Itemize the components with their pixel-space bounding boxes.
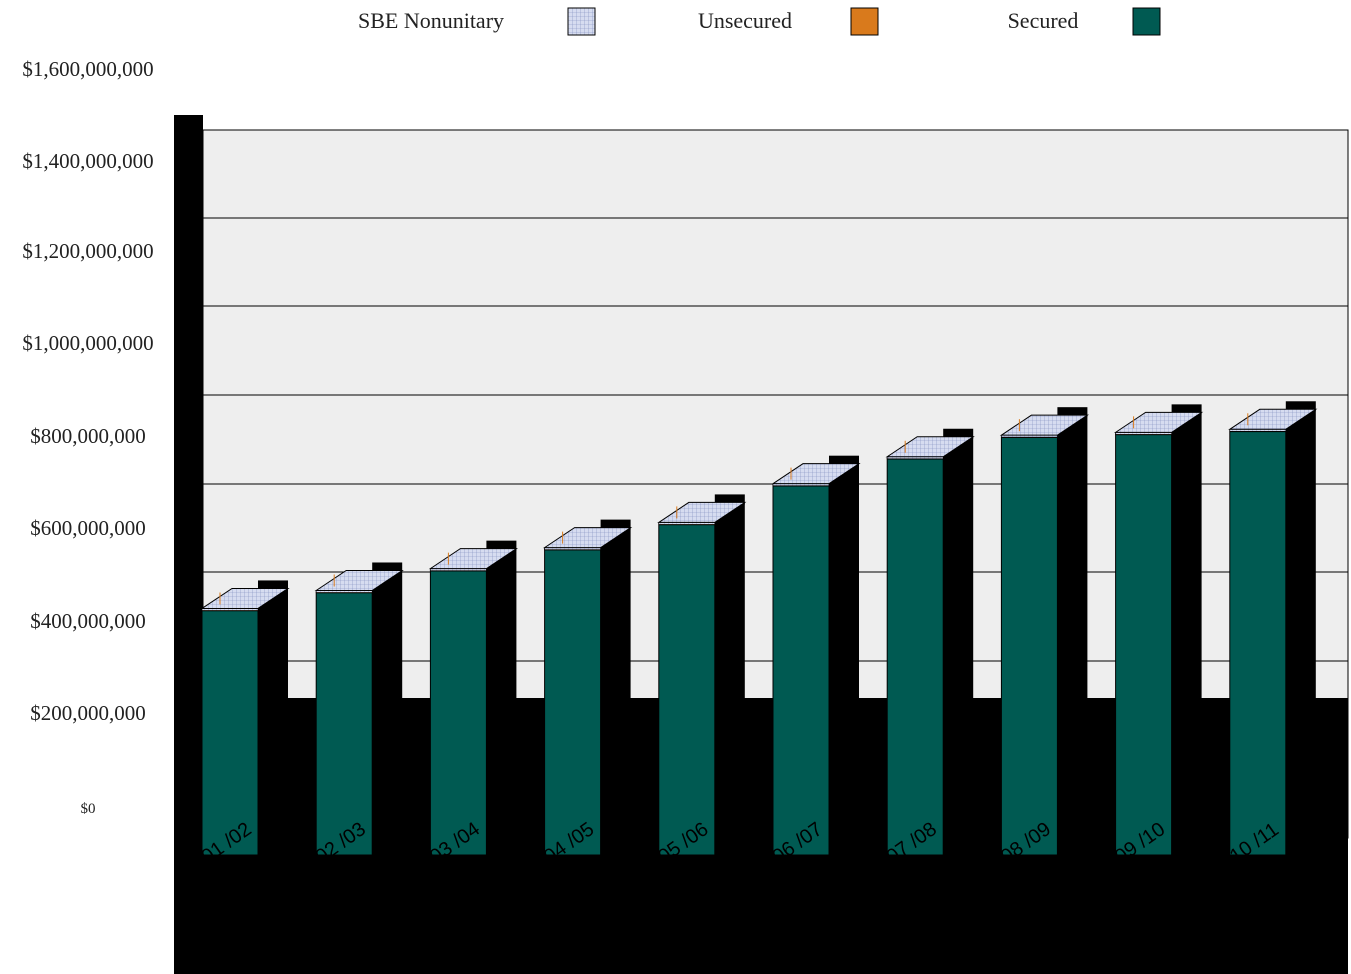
bar-top-face <box>999 414 1090 436</box>
bar-secured <box>315 591 373 856</box>
bar-secured <box>544 548 602 856</box>
bar-side-shadow <box>372 570 403 855</box>
bar-cap-shadow <box>1171 404 1202 415</box>
bar-secured <box>429 569 487 856</box>
y-tick-label: $1,400,000,000 <box>22 149 153 173</box>
left-axis-wall <box>174 115 203 855</box>
bar-side-shadow <box>486 548 517 855</box>
bar-cap-shadow <box>600 519 631 530</box>
y-tick-label: $200,000,000 <box>30 701 146 725</box>
bar-side-shadow <box>258 588 288 855</box>
bar-top-face <box>885 436 975 458</box>
bar-top-face <box>1113 411 1204 433</box>
legend-label: Unsecured <box>698 8 792 33</box>
bar-secured <box>201 609 259 856</box>
bar-cap-shadow <box>943 428 974 439</box>
bar-secured <box>1000 436 1058 856</box>
bar-top-face <box>1228 408 1318 430</box>
bar-group <box>771 455 861 856</box>
bar-group <box>885 428 975 856</box>
bar-secured <box>772 484 830 856</box>
legend: SBE Nonunitary Unsecured Secured <box>358 7 1161 36</box>
bar-top-face <box>200 587 290 609</box>
y-axis: $0 $200,000,000 $400,000,000 $600,000,000 $8… <box>22 57 153 817</box>
bar-top-face <box>314 569 404 591</box>
bar-group <box>200 580 290 856</box>
y-tick-label: $1,000,000,000 <box>22 331 153 355</box>
bar-side-shadow <box>714 502 745 855</box>
bar-side-shadow <box>829 463 859 855</box>
bar-cap-shadow <box>1057 407 1088 418</box>
bar-group <box>542 519 633 856</box>
bar-top-face <box>428 548 519 570</box>
bar-group <box>314 562 404 856</box>
bar-group <box>1228 401 1318 856</box>
bar-cap-shadow <box>829 455 859 466</box>
bar-secured <box>658 523 716 856</box>
bar-side-shadow <box>1285 409 1316 855</box>
y-tick-label: $1,600,000,000 <box>22 57 153 81</box>
bar-secured <box>1115 433 1173 856</box>
legend-label: SBE Nonunitary <box>358 8 504 33</box>
bar-cap-shadow <box>372 562 403 573</box>
bar-cap-shadow <box>714 494 745 505</box>
bar-side-shadow <box>1171 412 1202 855</box>
bar-secured <box>886 457 944 856</box>
y-tick-label: $400,000,000 <box>30 609 146 633</box>
floor-band <box>174 855 1348 974</box>
bar-secured <box>1229 430 1287 856</box>
y-tick-label: $800,000,000 <box>30 424 146 448</box>
y-tick-label: $0 <box>81 801 96 817</box>
bar-group <box>657 494 747 856</box>
bar-group <box>1113 404 1204 856</box>
bar-top-face <box>657 501 747 523</box>
legend-label: Secured <box>1008 8 1079 33</box>
bar-cap-shadow <box>1285 401 1316 412</box>
y-tick-label: $1,200,000,000 <box>22 239 153 263</box>
legend-swatch <box>1132 7 1161 36</box>
bar-cap-shadow <box>258 580 288 591</box>
bar-side-shadow <box>1057 415 1088 855</box>
bar-side-shadow <box>943 436 974 855</box>
bar-top-face <box>771 463 861 485</box>
bar-group <box>999 407 1090 856</box>
bar-group <box>428 540 519 856</box>
bar-side-shadow <box>600 527 631 855</box>
y-tick-label: $600,000,000 <box>30 516 146 540</box>
bars <box>174 401 1348 974</box>
bar-top-face <box>542 527 633 549</box>
bar-cap-shadow <box>486 540 517 551</box>
legend-swatch <box>850 7 879 36</box>
legend-swatch <box>567 7 596 36</box>
